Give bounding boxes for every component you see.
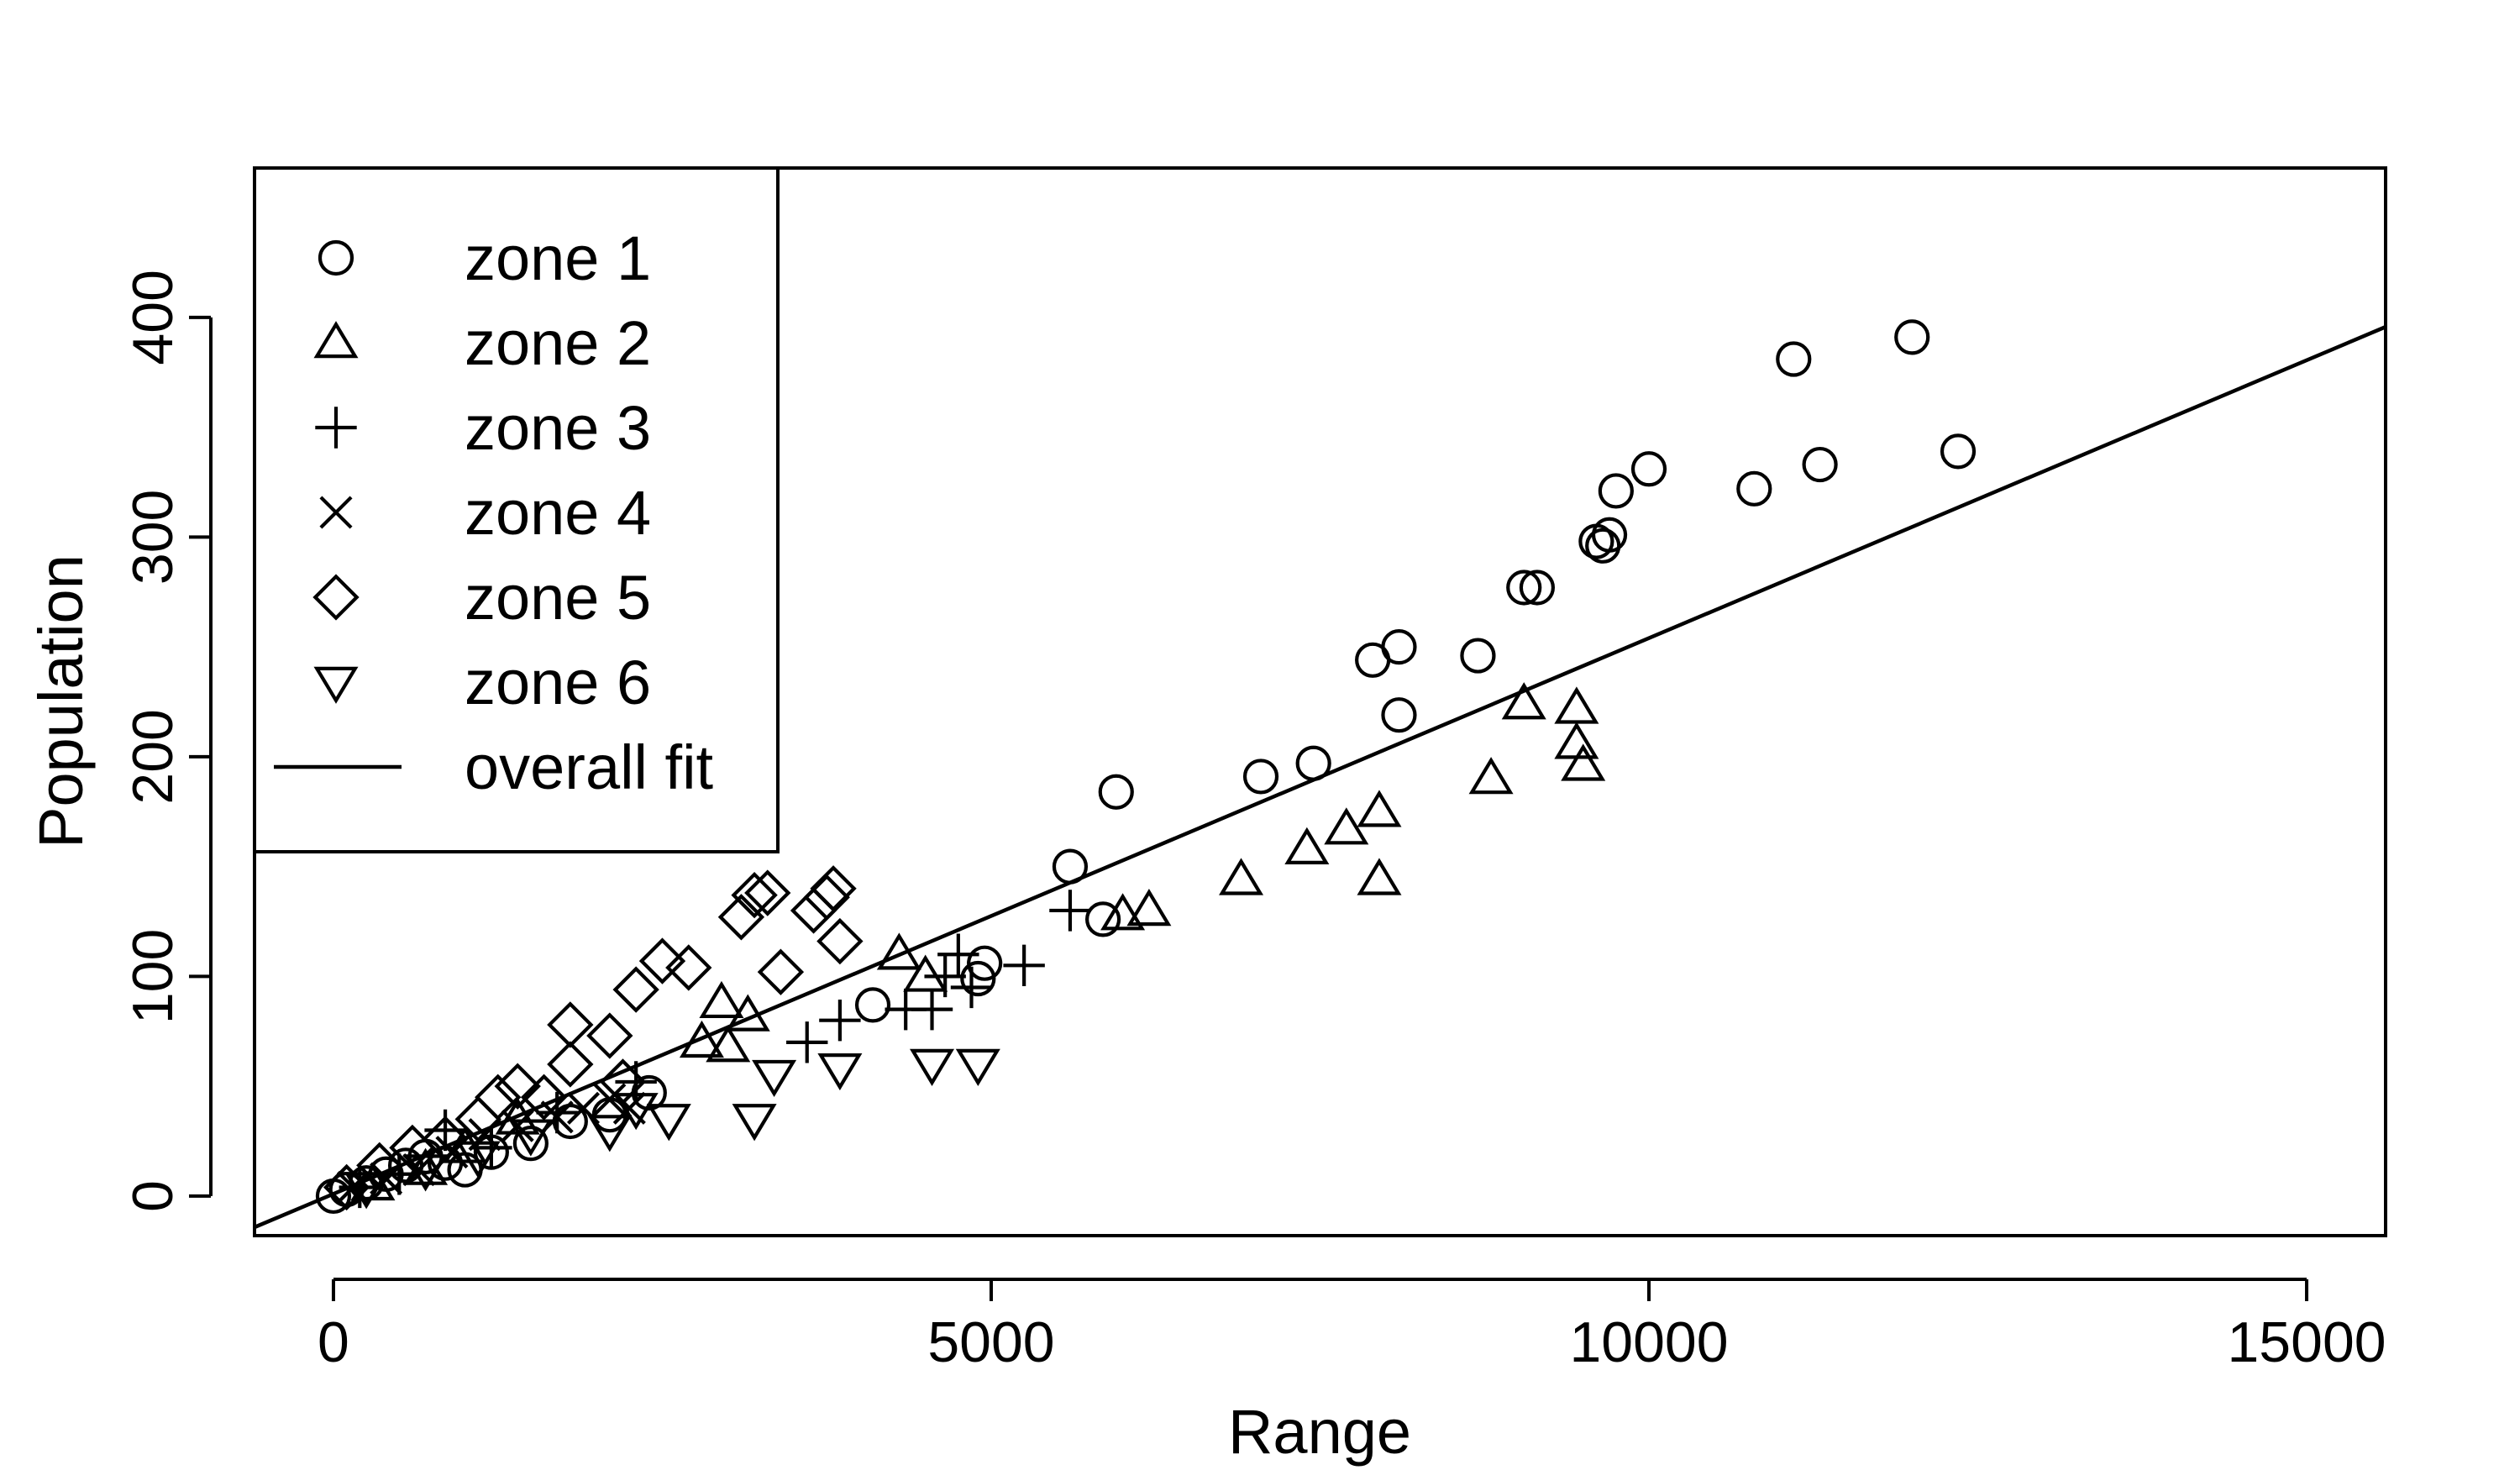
data-point [1472,760,1510,792]
x-tick-label: 5000 [927,1310,1054,1374]
data-point [959,1051,998,1083]
data-point [1383,631,1415,663]
x-tick-label: 15000 [2227,1310,2386,1374]
data-point [819,921,860,962]
legend-symbol-plus [315,407,356,448]
data-point [549,1004,591,1045]
y-axis: 0 100 200 300 400 [121,270,211,1212]
data-point [735,1105,774,1137]
data-point [1003,945,1044,986]
data-point [1896,321,1928,353]
legend-symbol-triangle-down [317,669,355,701]
data-point [1298,748,1330,780]
x-axis: 0 5000 10000 15000 [318,1279,2386,1374]
y-tick-label: 300 [121,490,185,585]
legend: zone 1 zone 2 zone 3 zone 4 zone 5 zone 6 over… [255,168,778,852]
data-point [1600,475,1632,507]
data-point [1222,861,1261,893]
data-point [806,877,848,918]
data-point [857,989,889,1021]
y-tick-label: 100 [121,929,185,1024]
y-axis-label: Population [26,554,96,848]
data-point [793,890,834,931]
data-point [880,936,919,968]
y-tick-label: 200 [121,709,185,804]
x-axis-label: Range [1228,1397,1411,1467]
y-tick-label: 400 [121,270,185,365]
data-point [1564,747,1603,779]
data-point [1383,699,1415,731]
data-point [1804,449,1836,480]
data-point [1633,453,1665,485]
legend-label: zone 5 [465,563,651,633]
data-point [1557,690,1596,722]
data-point [1049,890,1090,931]
x-tick-label: 0 [318,1310,349,1374]
legend-label: zone 4 [465,478,651,548]
data-point [702,984,741,1016]
data-point [1462,640,1494,672]
data-point [650,1105,689,1137]
data-point [1360,861,1399,893]
legend-label: zone 2 [465,308,651,378]
data-point [812,868,853,909]
y-tick-label: 0 [121,1180,185,1212]
data-point [1100,776,1132,808]
legend-label: zone 3 [465,393,651,463]
legend-symbol-diamond [315,576,356,617]
legend-label: zone 6 [465,648,651,717]
data-point [589,1015,630,1056]
legend-label: overall fit [465,732,714,802]
data-point [1942,435,1974,467]
legend-label: zone 1 [465,223,651,293]
data-point [1245,760,1277,792]
data-point [760,951,801,992]
x-tick-label: 10000 [1569,1310,1728,1374]
data-point [1738,473,1770,505]
data-point [1054,851,1086,883]
data-point [1360,793,1399,825]
data-point [913,1051,952,1083]
data-point [1557,725,1596,757]
data-point [615,969,656,1010]
data-point [906,958,945,990]
data-point [821,1055,859,1087]
legend-symbol-cross [321,497,351,528]
data-point [819,1000,860,1041]
legend-symbol-circle [320,242,352,274]
data-point [1777,344,1809,375]
data-point [549,1043,591,1084]
data-point [1288,831,1326,863]
data-point [755,1062,794,1094]
legend-symbol-triangle [317,324,355,356]
